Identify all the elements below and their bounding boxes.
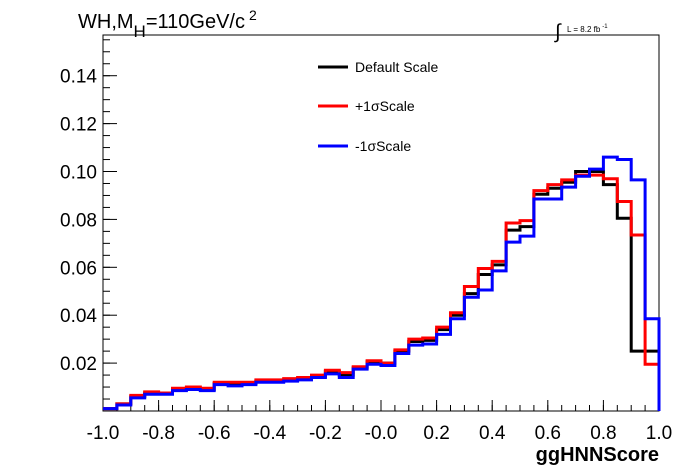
y-tick-label: 0.06 [60, 258, 97, 279]
lumi-superscript: -1 [602, 24, 608, 30]
legend-entry-minus: -1σScale [318, 138, 411, 154]
y-tick-label: 0.02 [60, 354, 97, 375]
y-tick-label: 0.08 [60, 210, 97, 231]
legend-label-minus: -1σScale [355, 138, 411, 154]
x-tick-label: -0.6 [198, 423, 231, 444]
title-main: WH,M [78, 11, 134, 33]
legend-label-default: Default Scale [355, 59, 438, 75]
x-axis-title: ggHNNScore [536, 444, 659, 466]
lumi-text: L = 8.2 fb [567, 25, 601, 34]
y-axis: 0.02 0.04 0.06 0.08 0.10 0.12 0.14 [60, 39, 117, 400]
x-tick-label: 1.0 [646, 423, 672, 444]
title-subscript: H [134, 22, 146, 41]
x-tick-label: 0.4 [479, 423, 506, 444]
x-tick-label: 0.8 [590, 423, 616, 444]
x-tick-label: -0.0 [365, 423, 398, 444]
plot-frame [102, 34, 660, 412]
x-tick-label: 0.2 [423, 423, 449, 444]
x-tick-label: -1.0 [87, 423, 120, 444]
y-tick-label: 0.12 [60, 115, 97, 136]
y-tick-label: 0.10 [60, 163, 97, 184]
y-tick-label: 0.14 [60, 67, 97, 88]
x-tick-label: 0.6 [535, 423, 561, 444]
title-tail: =110GeV/c [146, 11, 245, 33]
legend-entry-plus: +1σScale [318, 98, 415, 114]
legend-label-plus: +1σScale [355, 98, 415, 114]
legend: Default Scale +1σScale -1σScale [318, 59, 438, 154]
legend-entry-default: Default Scale [318, 59, 438, 75]
chart-title: WH,MH=110GeV/c 2 [78, 7, 257, 41]
x-axis: -1.0 -0.8 -0.6 -0.4 -0.2 -0.0 0.2 0.4 0.6 0.8 1.0 [87, 400, 672, 444]
integral-symbol: ∫ [554, 21, 562, 43]
series-line-default [103, 170, 661, 411]
series-line-minus [103, 155, 661, 411]
y-tick-label: 0.04 [60, 306, 97, 327]
x-tick-label: -0.8 [142, 423, 175, 444]
series-line-plus [103, 173, 661, 411]
x-tick-label: -0.4 [253, 423, 286, 444]
x-tick-label: -0.2 [309, 423, 342, 444]
title-superscript: 2 [249, 7, 257, 23]
series-group [103, 155, 661, 411]
lumi-label: L = 8.2 fb -1 [567, 24, 608, 34]
